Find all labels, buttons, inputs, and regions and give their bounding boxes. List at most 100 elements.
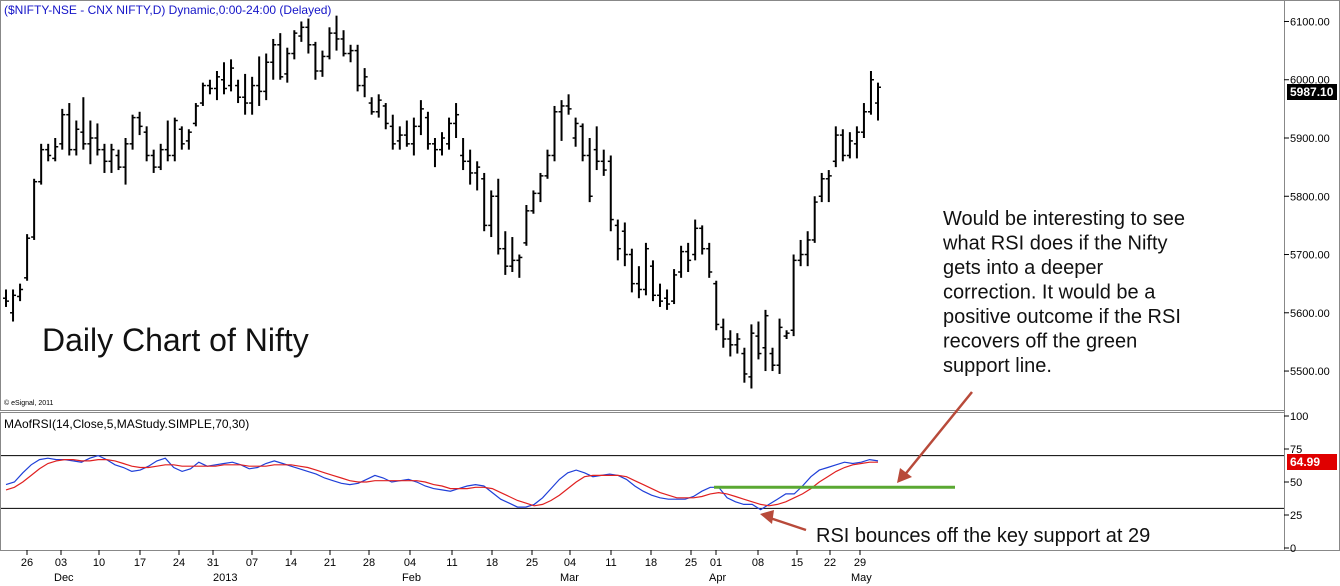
price-bar xyxy=(481,172,488,232)
x-axis-label: 01 xyxy=(710,557,722,569)
price-bar xyxy=(446,117,453,150)
price-bar xyxy=(671,269,678,305)
price-bar xyxy=(713,280,720,331)
rsi-axis-label: 100 xyxy=(1290,411,1308,423)
price-bar xyxy=(551,105,558,162)
price-bar xyxy=(832,126,839,168)
price-bar xyxy=(642,242,649,296)
price-bar xyxy=(860,103,867,138)
price-bar xyxy=(263,53,270,101)
rsi-axis-label: 50 xyxy=(1290,477,1302,489)
rsi-note-line: gets into a deeper xyxy=(943,257,1103,279)
x-axis-label: 17 xyxy=(134,557,146,569)
price-bar xyxy=(431,138,438,168)
x-axis-label: 24 xyxy=(173,557,185,569)
price-bar xyxy=(720,318,727,348)
svg-text:5987.10: 5987.10 xyxy=(1290,85,1334,99)
price-bar xyxy=(607,155,614,232)
price-bar xyxy=(811,196,818,243)
price-bar xyxy=(586,138,593,203)
rsi-series xyxy=(5,454,879,511)
price-bar xyxy=(213,71,220,101)
price-bar xyxy=(769,347,776,372)
rsi-note: Would be interesting to see what RSI does… xyxy=(942,208,1185,377)
price-bar xyxy=(192,103,199,127)
price-bar xyxy=(748,324,755,389)
price-bar xyxy=(221,62,227,95)
price-bar xyxy=(94,123,101,156)
price-bar xyxy=(846,132,853,159)
price-bar xyxy=(614,219,621,261)
price-bar xyxy=(389,114,396,150)
price-bar xyxy=(516,254,523,278)
price-bar xyxy=(291,30,298,60)
price-bar xyxy=(839,129,846,162)
price-bar xyxy=(354,44,361,92)
price-bar xyxy=(312,41,319,80)
svg-text:64.99: 64.99 xyxy=(1290,455,1320,469)
price-bar xyxy=(150,149,157,173)
price-bar xyxy=(818,172,825,203)
x-axis-label: 21 xyxy=(324,557,336,569)
price-bar xyxy=(621,222,628,267)
price-bar xyxy=(396,126,403,150)
x-axis-label: 31 xyxy=(207,557,219,569)
price-bar xyxy=(157,143,164,171)
price-bar xyxy=(45,143,52,162)
last-price-badge: 5987.10 xyxy=(1287,84,1337,100)
rsi-note-line: support line. xyxy=(943,355,1052,377)
price-bar xyxy=(600,149,607,176)
rsi-note-line: positive outcome if the RSI xyxy=(943,306,1181,328)
price-bar xyxy=(347,44,354,63)
x-axis-month-label: Mar xyxy=(560,572,579,584)
price-bar xyxy=(734,333,741,354)
x-axis-label: 28 xyxy=(363,557,375,569)
price-bar xyxy=(706,242,713,278)
price-bar xyxy=(825,170,832,203)
price-bar xyxy=(635,266,642,299)
rsi-note-line: Would be interesting to see xyxy=(943,208,1185,230)
price-bar xyxy=(59,108,66,150)
price-bar xyxy=(439,132,445,156)
price-bar xyxy=(467,149,474,185)
price-bar xyxy=(558,100,565,141)
x-axis-label: 11 xyxy=(605,557,616,569)
rsi-axis-label: 25 xyxy=(1290,510,1302,522)
price-bar xyxy=(424,111,431,150)
rsi-reference-lines xyxy=(1,455,1284,509)
last-rsi-badge: 64.99 xyxy=(1287,454,1337,470)
price-bar xyxy=(867,71,874,115)
x-axis-label: 03 xyxy=(55,557,67,569)
price-bar xyxy=(797,239,804,267)
price-bar xyxy=(199,82,206,106)
price-bar xyxy=(790,254,797,337)
x-axis-label: 18 xyxy=(486,557,498,569)
price-bar xyxy=(853,126,860,159)
price-bar xyxy=(228,59,235,92)
bounce-note: RSI bounces off the key support at 29 xyxy=(816,525,1150,547)
x-axis-month-label: May xyxy=(851,572,872,584)
price-bar xyxy=(530,190,537,214)
price-bar xyxy=(495,178,502,255)
price-axis-label: 5900.00 xyxy=(1290,133,1330,145)
price-bar xyxy=(101,143,108,173)
price-axis-label: 5600.00 xyxy=(1290,308,1330,320)
price-bar xyxy=(692,219,699,261)
x-axis-month-label: Apr xyxy=(709,572,726,584)
rsi-axis: 100 75 50 25 0 xyxy=(1284,411,1308,555)
price-bar xyxy=(509,237,516,272)
price-bar xyxy=(804,231,811,267)
price-bar xyxy=(593,126,600,171)
price-bar xyxy=(122,138,129,185)
copyright-label: © eSignal, 2011 xyxy=(4,399,54,407)
price-bar xyxy=(235,79,242,104)
x-axis-label: 04 xyxy=(564,557,576,569)
price-bar xyxy=(502,231,509,275)
price-axis-label: 5800.00 xyxy=(1290,191,1330,203)
rsi-panel-title: MAofRSI(14,Close,5,MAStudy.SIMPLE,70,30) xyxy=(4,417,249,431)
price-bar xyxy=(206,79,213,95)
price-bar xyxy=(333,15,340,51)
price-bar xyxy=(143,126,150,162)
price-bar xyxy=(242,73,249,115)
price-bar xyxy=(741,347,748,383)
